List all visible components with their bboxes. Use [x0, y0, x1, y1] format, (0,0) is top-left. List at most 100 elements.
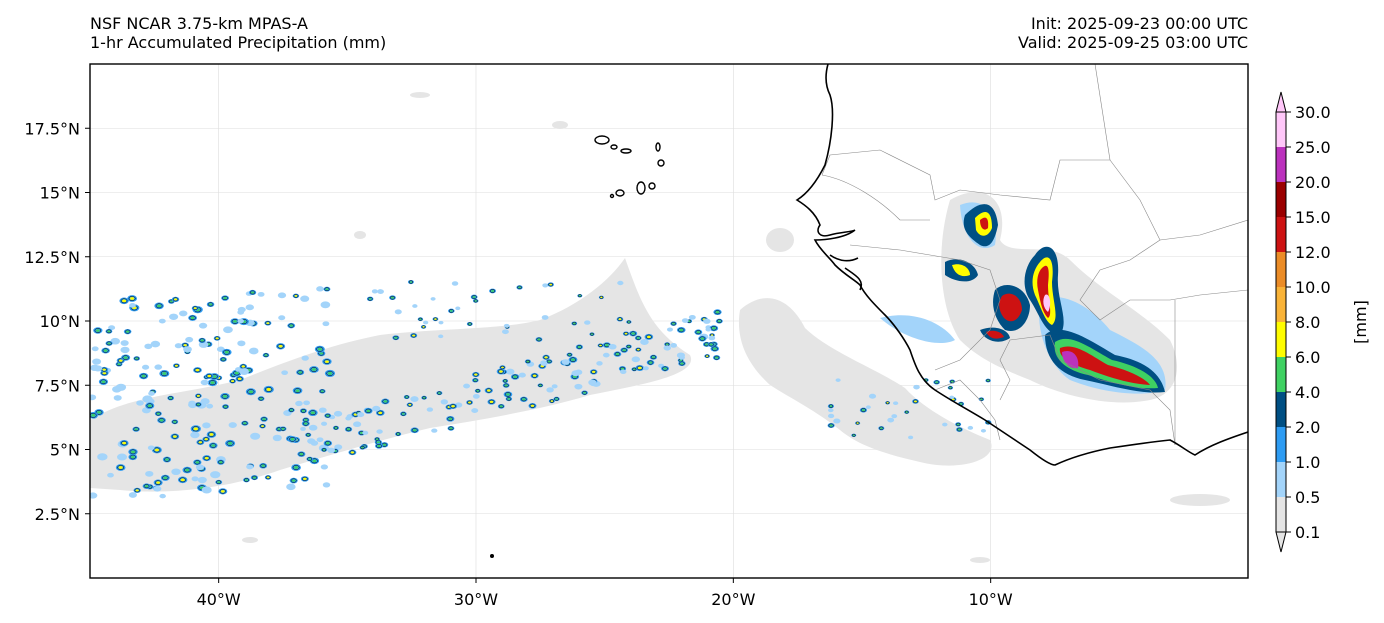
storm-cell-contour	[208, 432, 215, 437]
storm-cell-core	[204, 438, 208, 441]
storm-cell-core	[391, 296, 394, 299]
storm-cell-core	[700, 337, 705, 340]
storm-cell-core	[712, 347, 717, 350]
y-tick-label: 12.5°N	[24, 248, 80, 267]
storm-cell	[334, 444, 343, 450]
storm-cell-core	[185, 468, 190, 472]
storm-cell-contour	[226, 440, 234, 446]
storm-cell-core	[303, 477, 307, 480]
storm-cell	[666, 327, 673, 332]
storm-cell-core	[679, 328, 684, 332]
storm-cell	[451, 281, 459, 286]
storm-cell-contour	[203, 437, 209, 442]
storm-cell	[277, 292, 287, 299]
storm-cell-core	[217, 481, 221, 484]
storm-cell-contour	[617, 317, 623, 321]
storm-cell-contour	[128, 296, 136, 301]
storm-cell-core	[195, 461, 200, 464]
storm-cell	[257, 291, 265, 297]
moderate-precip-coast	[880, 315, 955, 344]
storm-cell-contour	[710, 326, 717, 331]
storm-cell	[371, 289, 378, 294]
storm-cell-contour	[860, 408, 866, 412]
storm-cell-core	[715, 356, 719, 359]
y-tick-label: 7.5°N	[35, 376, 80, 395]
storm-cell-contour	[218, 460, 224, 465]
storm-cell-core	[637, 348, 640, 351]
storm-cell-core	[306, 434, 310, 436]
storm-cell-contour	[236, 376, 243, 381]
storm-cell-core	[196, 394, 200, 397]
storm-cell-core	[261, 425, 264, 428]
storm-cell-contour	[162, 475, 169, 481]
storm-cell-contour	[548, 282, 554, 287]
storm-cell-core	[501, 366, 504, 369]
storm-cell-core	[107, 330, 111, 333]
storm-cell	[617, 280, 624, 286]
storm-cell-core	[412, 429, 417, 432]
storm-cell-contour	[216, 480, 222, 484]
system-2-peak	[980, 217, 989, 230]
storm-cell-core	[243, 422, 247, 425]
storm-cell	[92, 358, 102, 365]
storm-cell	[372, 405, 381, 412]
storm-cell-contour	[447, 416, 454, 421]
storm-cell-contour	[521, 397, 527, 402]
storm-cell-core	[651, 356, 655, 359]
storm-cell-contour	[635, 336, 641, 340]
storm-cell-core	[578, 295, 581, 297]
storm-cell-contour	[572, 321, 577, 325]
coastline-west-africa	[795, 64, 1248, 466]
storm-cell-core	[251, 291, 255, 294]
storm-cell	[703, 318, 711, 324]
colorbar-segment	[1276, 147, 1286, 182]
storm-cell-contour	[360, 445, 365, 450]
storm-cell-contour	[306, 433, 311, 437]
storm-cell	[223, 326, 233, 334]
storm-cell-contour	[302, 476, 308, 481]
storm-cell-contour	[164, 457, 170, 462]
coastline-inlet-2	[844, 267, 863, 291]
storm-cell-contour	[192, 306, 198, 310]
storm-cell-core	[237, 377, 242, 380]
storm-cell-contour	[100, 379, 107, 385]
storm-cell-core	[491, 290, 495, 292]
storm-cell-contour	[294, 388, 301, 394]
storm-cell-contour	[471, 295, 477, 299]
storm-cell	[518, 372, 526, 378]
storm-cell-core	[234, 371, 239, 375]
storm-cell-core	[709, 343, 713, 346]
storm-cell	[183, 346, 192, 353]
storm-cell-core	[227, 441, 233, 445]
storm-cell-contour	[121, 440, 128, 446]
storm-cell	[833, 418, 841, 424]
storm-cell	[541, 315, 549, 320]
storm-cell-core	[173, 420, 177, 423]
storm-cell-contour	[365, 408, 372, 414]
storm-cell-contour	[567, 353, 572, 357]
storm-cell	[942, 422, 948, 427]
storm-cell-core	[312, 459, 317, 463]
storm-cell-contour	[154, 480, 162, 485]
storm-cell-contour	[525, 359, 531, 364]
storm-cell-contour	[421, 325, 426, 329]
intense-systems	[945, 204, 1165, 393]
storm-cell-contour	[529, 403, 536, 408]
island-small-south	[490, 554, 494, 558]
storm-cell	[551, 384, 558, 389]
light-precip-patch-6	[970, 557, 990, 563]
storm-cell-contour	[621, 348, 627, 353]
storm-cell	[278, 315, 286, 321]
border-guinea	[849, 244, 1001, 371]
storm-cell-core	[326, 414, 330, 417]
storm-cell-contour	[117, 358, 124, 363]
storm-cell-core	[266, 476, 270, 479]
storm-cell-core	[627, 321, 630, 323]
colorbar-extend-high	[1275, 91, 1287, 113]
storm-cell-contour	[448, 426, 454, 431]
storm-cell-core	[513, 375, 517, 378]
storm-cell-core	[163, 476, 168, 479]
storm-cell-core	[499, 370, 503, 373]
storm-cell-core	[220, 490, 225, 493]
